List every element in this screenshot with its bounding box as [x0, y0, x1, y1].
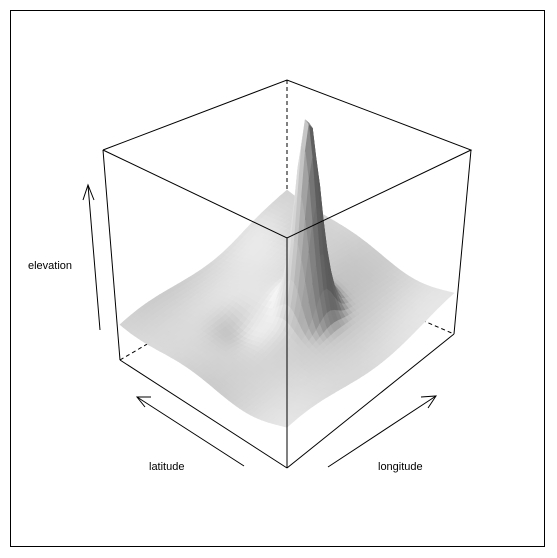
ylabel: latitude	[149, 461, 184, 473]
axis-arrows	[82, 183, 437, 468]
box-edge-right-vertical	[453, 149, 472, 335]
xlabel: longitude	[378, 461, 423, 473]
elevation-arrow	[82, 183, 101, 331]
box-edge-front-left-bottom	[119, 359, 288, 469]
zlabel: elevation	[28, 260, 72, 272]
box-edge-left-vertical	[102, 149, 121, 361]
longitude-arrow	[327, 395, 437, 468]
surface-mesh	[119, 119, 455, 428]
latitude-arrow	[135, 396, 245, 467]
box-edge-front-right-bottom	[286, 333, 455, 469]
box-visible-edges	[102, 79, 473, 469]
